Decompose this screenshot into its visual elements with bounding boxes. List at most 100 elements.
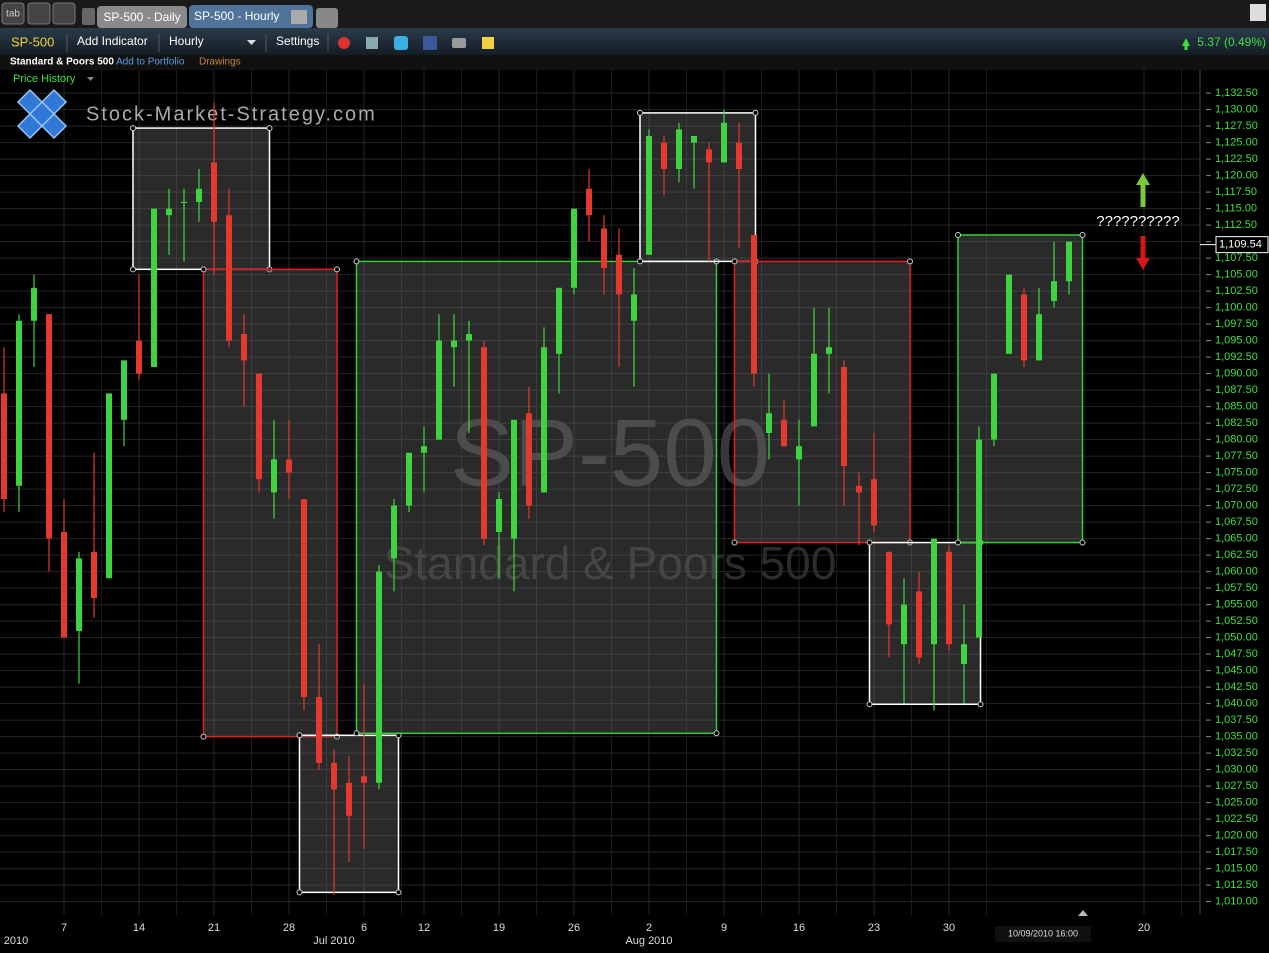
- dropdown-arrow: [87, 77, 94, 81]
- x-tick-label: 19: [493, 922, 505, 934]
- candle-body: [211, 162, 217, 222]
- y-tick-label: 1,107.50: [1215, 252, 1258, 264]
- y-tick-label: 1,082.50: [1215, 417, 1258, 429]
- y-tick-label: 1,092.50: [1215, 351, 1258, 363]
- y-tick-label: 1,012.50: [1215, 879, 1258, 891]
- y-tick-label: 1,120.00: [1215, 170, 1258, 182]
- y-tick-label: 1,025.00: [1215, 797, 1258, 809]
- y-tick-label: 1,017.50: [1215, 846, 1258, 858]
- x-tick-label: 23: [868, 922, 880, 934]
- candle-body: [436, 340, 442, 440]
- alarm-icon[interactable]: [338, 37, 350, 49]
- add-indicator[interactable]: Add Indicator: [77, 34, 148, 48]
- logo: [16, 88, 68, 140]
- x-tick-label: 6: [361, 922, 367, 934]
- box-handle: [334, 266, 340, 273]
- candle-body: [541, 347, 547, 493]
- tab-button-label: tab: [6, 9, 20, 20]
- layout-button[interactable]: [27, 2, 51, 25]
- candle-body: [991, 373, 997, 440]
- x-tick-label: 20: [1138, 922, 1150, 934]
- candle-body: [421, 446, 427, 453]
- y-tick-label: 1,122.50: [1215, 153, 1258, 165]
- y-tick-label: 1,097.50: [1215, 318, 1258, 330]
- candle-body: [841, 367, 847, 466]
- box-handle: [955, 232, 961, 238]
- candle-body: [391, 505, 397, 559]
- candle-body: [976, 439, 982, 638]
- box-handle: [731, 539, 738, 546]
- box-handle: [296, 889, 303, 896]
- candle-body: [46, 314, 52, 539]
- tab[interactable]: [97, 6, 187, 28]
- box-handle: [296, 732, 303, 739]
- candle-body: [916, 591, 922, 658]
- x-tick-label: 26: [568, 922, 580, 934]
- candle-body: [736, 142, 742, 169]
- candle-body: [346, 782, 352, 816]
- tab-menu[interactable]: [82, 8, 95, 25]
- symbol[interactable]: SP-500: [11, 34, 54, 49]
- candle-body: [631, 294, 637, 321]
- candle-body: [226, 215, 232, 341]
- candle-body: [691, 136, 697, 143]
- up-arrow: [1136, 173, 1150, 207]
- y-tick-label: 1,030.00: [1215, 764, 1258, 776]
- y-tick-label: 1,072.50: [1215, 483, 1258, 495]
- candle-body: [331, 763, 337, 790]
- box: [355, 260, 718, 735]
- twitter-icon[interactable]: [394, 36, 408, 50]
- camera-icon[interactable]: [452, 38, 466, 48]
- x-tick-label: 7: [61, 922, 67, 934]
- box-handle: [1079, 539, 1086, 546]
- price-change: 5.37 (0.49%): [1197, 35, 1266, 49]
- candle-body: [556, 287, 562, 354]
- y-tick-label: 1,037.50: [1215, 714, 1258, 726]
- y-tick-label: 1,085.00: [1215, 401, 1258, 413]
- candle-body: [361, 776, 367, 783]
- y-tick-label: 1,010.00: [1215, 896, 1258, 908]
- candle-body: [586, 188, 592, 216]
- candle-body: [61, 532, 67, 638]
- drawings[interactable]: Drawings: [199, 57, 241, 68]
- window-button[interactable]: [1250, 4, 1266, 21]
- box-handle: [130, 125, 136, 132]
- y-tick-label: 1,100.00: [1215, 302, 1258, 314]
- candle-body: [286, 459, 292, 473]
- settings[interactable]: Settings: [276, 34, 319, 48]
- price-history[interactable]: Price History: [13, 73, 76, 85]
- candle-body: [316, 697, 322, 763]
- y-tick-label: 1,127.50: [1215, 120, 1258, 132]
- note-icon[interactable]: [482, 37, 494, 49]
- y-tick-label: 1,125.00: [1215, 137, 1258, 149]
- x-tick-label: 14: [133, 922, 145, 934]
- new-tab[interactable]: [316, 8, 338, 28]
- candle-body: [751, 235, 757, 374]
- y-tick-label: 1,112.50: [1215, 219, 1257, 231]
- tab-active[interactable]: [189, 5, 313, 28]
- y-tick-label: 1,035.00: [1215, 731, 1258, 743]
- candle-body: [106, 393, 112, 579]
- candle-body: [76, 558, 82, 631]
- x-tick-label: 12: [418, 922, 430, 934]
- tab-close[interactable]: [291, 10, 307, 24]
- icon[interactable]: [366, 37, 378, 49]
- candle-body: [661, 142, 667, 169]
- interval-select[interactable]: Hourly: [169, 34, 204, 48]
- layout-button[interactable]: [52, 2, 76, 25]
- candle-body: [961, 644, 967, 664]
- x-tick-label: 2: [646, 922, 652, 934]
- cursor-marker: [1078, 910, 1088, 916]
- y-tick-label: 1,080.00: [1215, 434, 1258, 446]
- down-arrow: [1136, 236, 1150, 270]
- facebook-icon[interactable]: [423, 36, 437, 50]
- tab-label: SP-500 - Hourly: [194, 9, 279, 23]
- box-handle: [977, 701, 984, 708]
- tab-button[interactable]: [1, 2, 25, 25]
- add-to-portfolio[interactable]: Add to Portfolio: [116, 57, 185, 68]
- box-handle: [637, 258, 643, 265]
- y-tick-label: 1,130.00: [1215, 104, 1258, 116]
- x-period-label: 2010: [4, 935, 28, 947]
- instrument-name: Standard & Poors 500: [10, 57, 114, 68]
